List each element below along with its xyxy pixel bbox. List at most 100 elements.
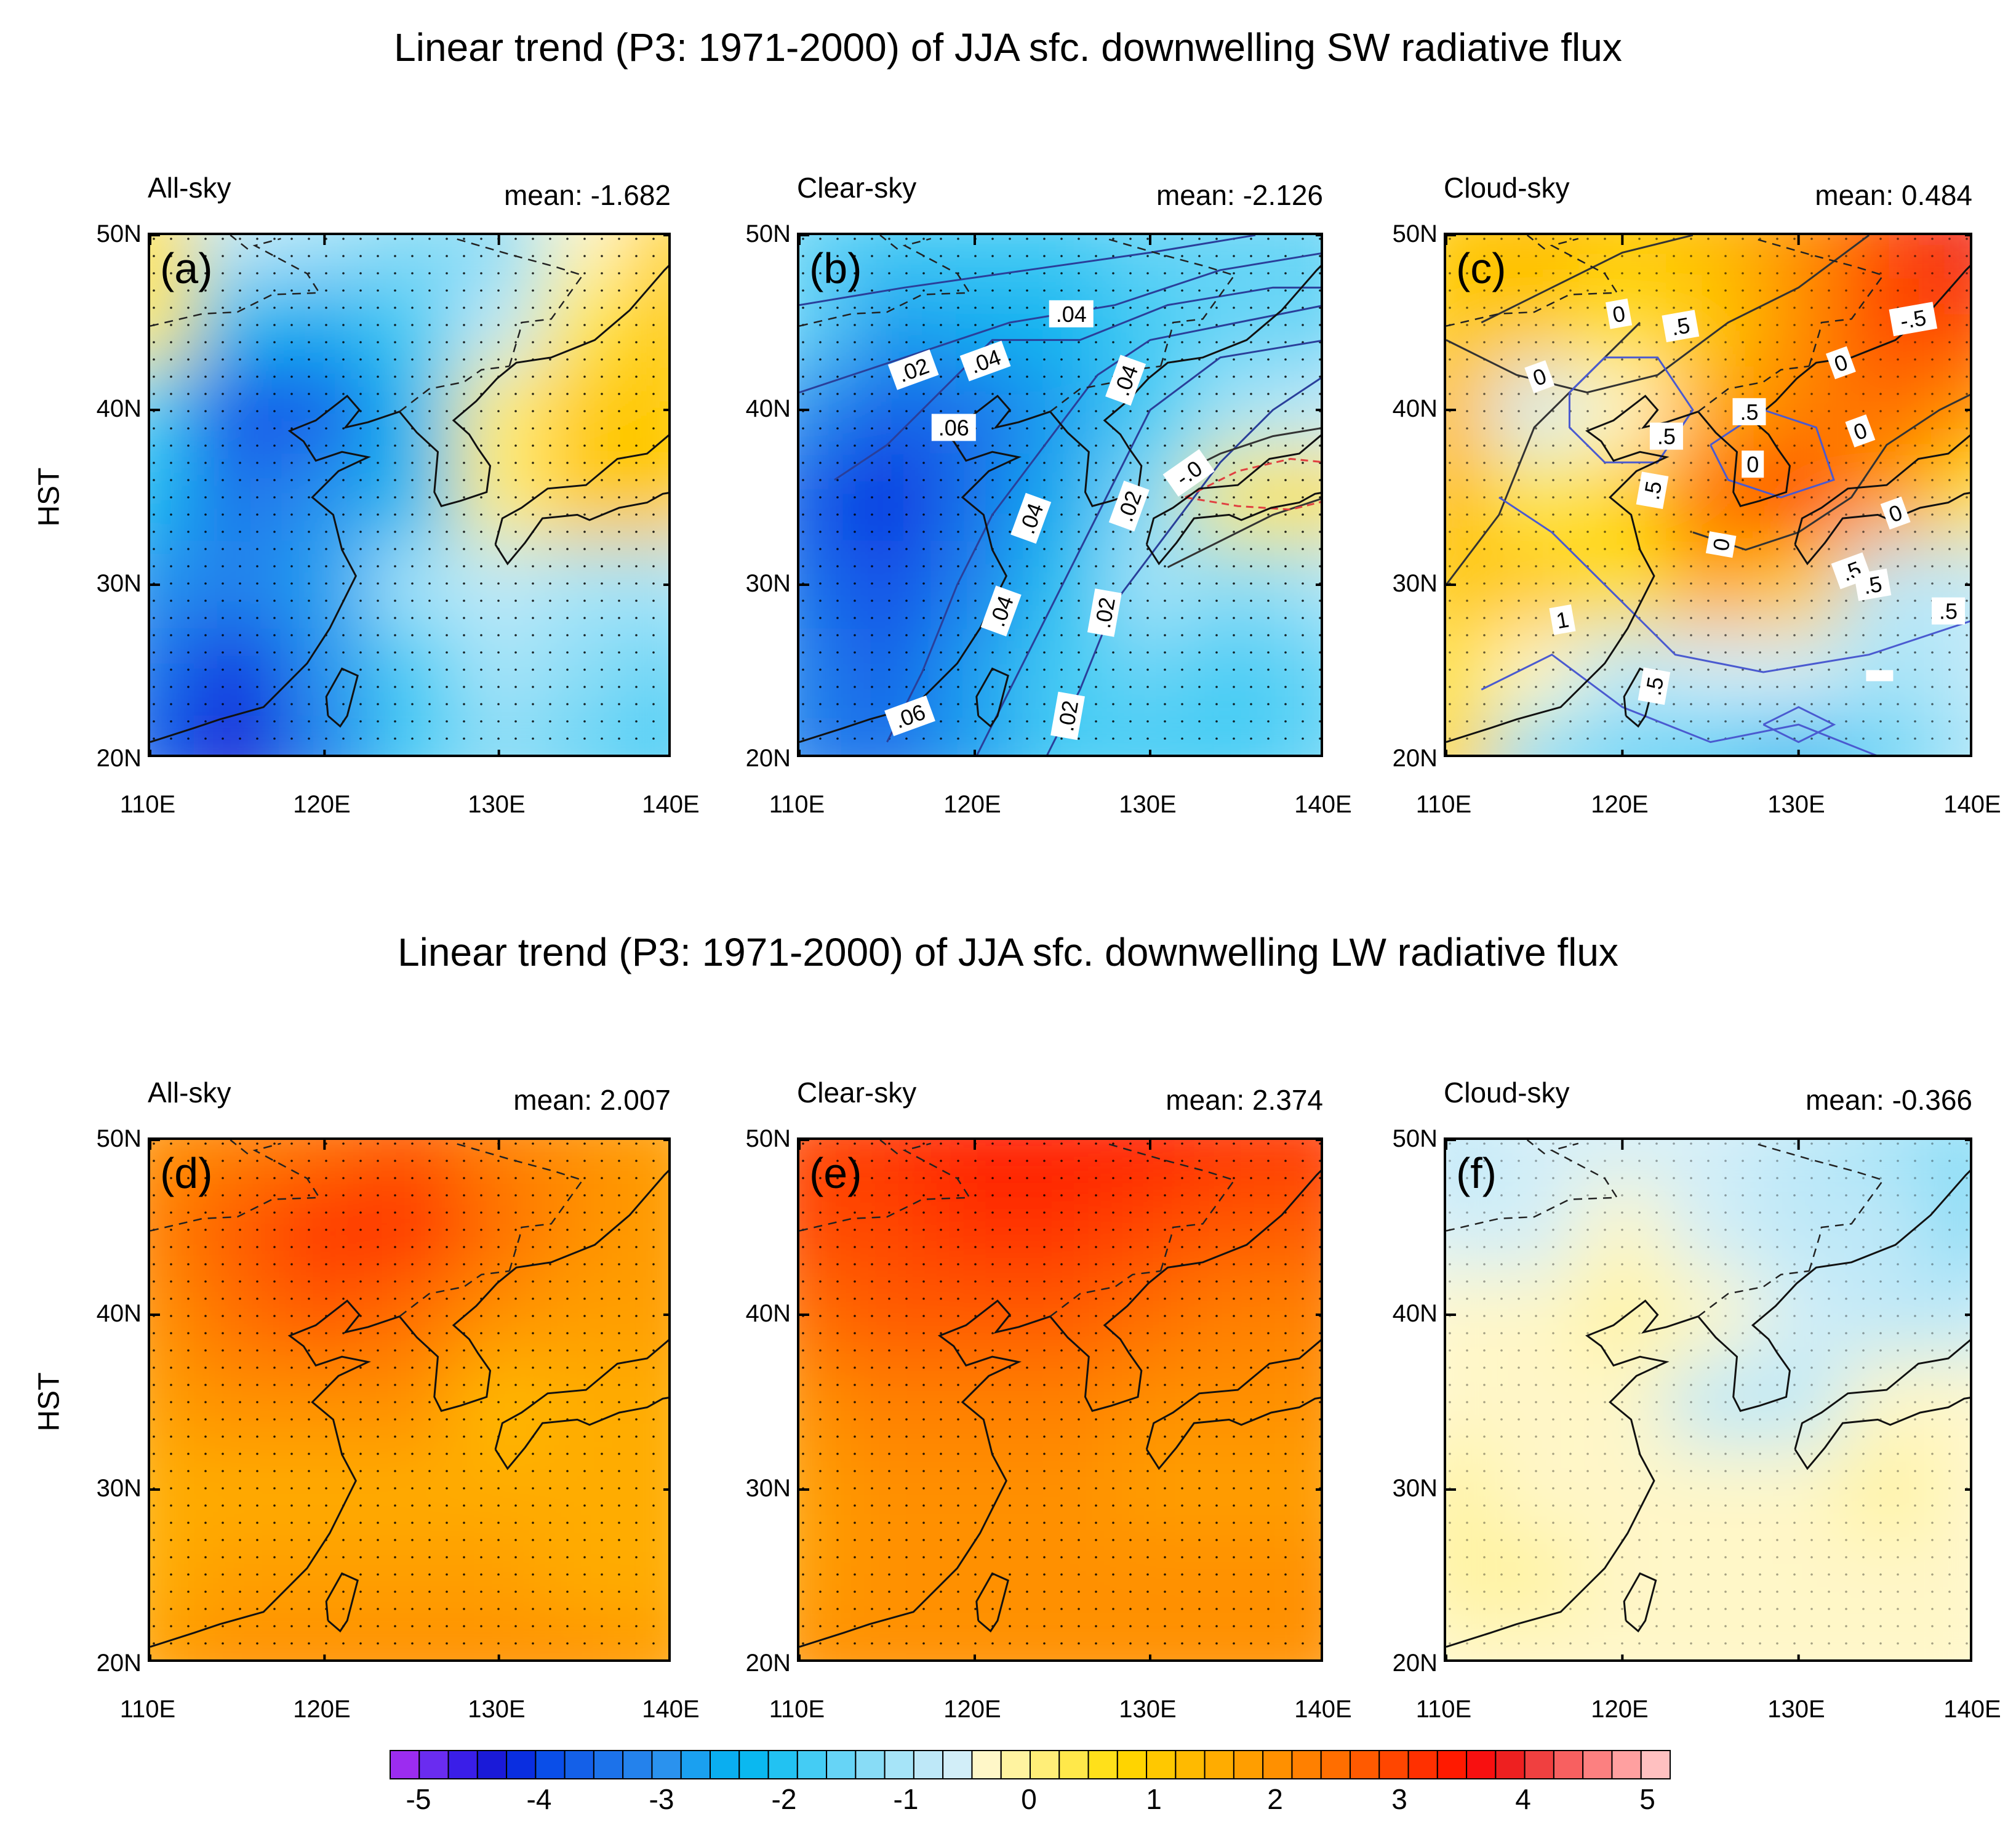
coastline — [494, 1339, 668, 1470]
contour-line — [886, 305, 1321, 743]
country-border — [1446, 1142, 1618, 1232]
ytick-d-50N: 50N — [96, 1125, 142, 1152]
contour-line — [1692, 393, 1970, 551]
svg-text:.5: .5 — [1862, 571, 1884, 600]
xtick-d-140E: 140E — [642, 1696, 700, 1723]
contour-line — [1762, 706, 1836, 744]
country-border — [399, 1270, 510, 1317]
colorbar-swatch — [593, 1750, 624, 1779]
colorbar-swatch — [1466, 1750, 1497, 1779]
map-panel-d: (d) — [148, 1137, 671, 1662]
ytick-b-50N: 50N — [745, 220, 791, 247]
panel-b-letter: (b) — [809, 244, 862, 292]
colorbar-label--3: -3 — [649, 1783, 674, 1815]
colorbar-label--1: -1 — [893, 1783, 919, 1815]
country-border — [1106, 238, 1236, 367]
ytick-a-50N: 50N — [96, 220, 142, 247]
coastline — [975, 1572, 1009, 1633]
sw-figure-title: Linear trend (P3: 1971-2000) of JJA sfc.… — [394, 25, 1622, 70]
panel-a-name: All-sky — [148, 172, 231, 204]
panel-d-name: All-sky — [148, 1077, 231, 1109]
colorbar-swatch — [1378, 1750, 1409, 1779]
colorbar-swatch — [418, 1750, 449, 1779]
ytick-f-30N: 30N — [1392, 1475, 1438, 1502]
ytick-c-40N: 40N — [1392, 395, 1438, 422]
colorbar-swatch — [476, 1750, 508, 1779]
significance-stipple — [150, 1140, 668, 1659]
colorbar-swatch — [1320, 1750, 1351, 1779]
panel-d-mean: mean: 2.007 — [513, 1084, 671, 1116]
map-f-svg — [1446, 1140, 1970, 1659]
ytick-c-20N: 20N — [1392, 745, 1438, 772]
xtick-c-120E: 120E — [1591, 791, 1649, 818]
coastline — [799, 1169, 1321, 1648]
colorbar-swatch — [710, 1750, 740, 1779]
xtick-a-120E: 120E — [293, 791, 351, 818]
xtick-a-140E: 140E — [642, 791, 700, 818]
map-b-svg: .04.02.04.04.06.04.02-.0.04.02.06.02 — [799, 235, 1321, 755]
panel-b-name: Clear-sky — [797, 172, 917, 204]
coastline — [1794, 1339, 1970, 1470]
svg-text:.02: .02 — [1053, 699, 1083, 733]
xtick-d-120E: 120E — [293, 1696, 351, 1723]
colorbar-label--2: -2 — [771, 1783, 797, 1815]
xtick-b-140E: 140E — [1294, 791, 1352, 818]
lw-figure-title: Linear trend (P3: 1971-2000) of JJA sfc.… — [398, 930, 1618, 974]
xtick-e-130E: 130E — [1119, 1696, 1177, 1723]
coastline — [150, 265, 668, 744]
ytick-e-40N: 40N — [745, 1300, 791, 1327]
xtick-f-120E: 120E — [1591, 1696, 1649, 1723]
ytick-f-40N: 40N — [1392, 1300, 1438, 1327]
svg-text:0: 0 — [1746, 452, 1759, 477]
ytick-e-50N: 50N — [745, 1125, 791, 1152]
colorbar-swatch — [1087, 1750, 1118, 1779]
country-border — [799, 238, 971, 327]
xtick-d-110E: 110E — [119, 1696, 176, 1723]
svg-text:.04: .04 — [1056, 302, 1087, 327]
xtick-e-120E: 120E — [943, 1696, 1001, 1723]
panel-c-letter: (c) — [1456, 244, 1506, 292]
coastline — [975, 667, 1009, 728]
contour-label: 0 — [1825, 346, 1856, 380]
significance-stipple — [799, 1140, 1321, 1659]
coastline — [1794, 434, 1970, 566]
contour-label: .5 — [1638, 667, 1671, 705]
contour-label: .5 — [1732, 398, 1766, 425]
panel-e-name: Clear-sky — [797, 1077, 917, 1109]
colorbar-swatch — [767, 1750, 798, 1779]
country-border — [1754, 1142, 1885, 1272]
map-panel-c: 0.5 -.5 0 0.5 0.5 0.5 0 0.5.5.5 1.5 (c) — [1444, 233, 1972, 757]
ytick-b-30N: 30N — [745, 570, 791, 597]
xtick-e-110E: 110E — [769, 1696, 825, 1723]
country-border — [150, 238, 321, 327]
colorbar-swatch — [390, 1750, 420, 1779]
colorbar-swatch — [651, 1750, 682, 1779]
significance-stipple — [150, 235, 668, 755]
coastline — [325, 1572, 359, 1633]
xtick-d-130E: 130E — [468, 1696, 526, 1723]
country-border — [455, 238, 584, 367]
colorbar-swatch — [826, 1750, 857, 1779]
map-panel-e: (e) — [797, 1137, 1323, 1662]
contour-label — [1866, 670, 1894, 681]
contour-line — [1481, 653, 1877, 755]
colorbar-swatch — [622, 1750, 653, 1779]
coastline — [1145, 434, 1321, 566]
significance-stipple — [1446, 235, 1970, 755]
colorbar-label--4: -4 — [526, 1783, 552, 1815]
contour-label: 0 — [1524, 360, 1555, 393]
ytick-e-30N: 30N — [745, 1475, 791, 1502]
map-a-svg — [150, 235, 668, 755]
ytick-d-20N: 20N — [96, 1650, 142, 1677]
colorbar-swatch — [535, 1750, 566, 1779]
panel-c-mean: mean: 0.484 — [1815, 179, 1972, 211]
coastline — [150, 1169, 668, 1648]
ytick-d-40N: 40N — [96, 1300, 142, 1327]
contour-label: 0 — [1742, 451, 1764, 478]
colorbar-swatch — [855, 1750, 886, 1779]
contour-label: .06 — [931, 414, 976, 441]
map-d-svg — [150, 1140, 668, 1659]
xtick-b-110E: 110E — [769, 791, 825, 818]
panel-e-mean: mean: 2.374 — [1166, 1084, 1323, 1116]
country-border — [1526, 235, 1546, 250]
